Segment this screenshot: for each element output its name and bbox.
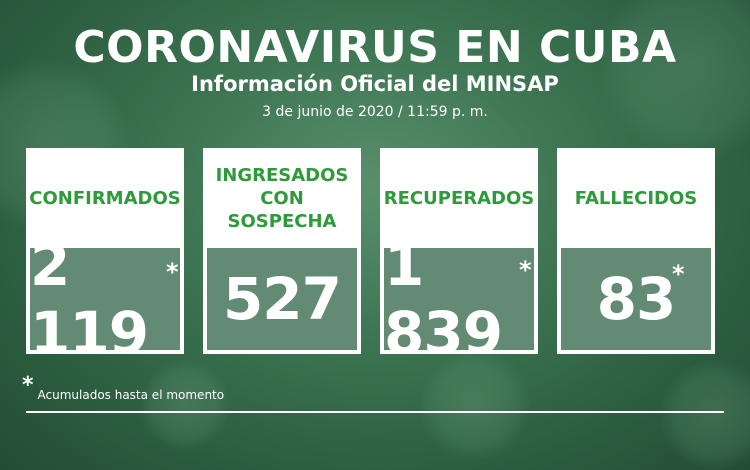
asterisk-marker: * (22, 373, 34, 398)
asterisk-marker: * (672, 260, 685, 288)
card-label-line: INGRESADOS (215, 164, 349, 186)
card-label: CONFIRMADOS (26, 148, 184, 248)
card-value-box: 83 (561, 248, 711, 350)
card-value-box: 527 (207, 248, 357, 350)
card-label: FALLECIDOS (557, 148, 715, 248)
card-confirmados: CONFIRMADOS 2 119 * (26, 148, 184, 367)
card-recuperados: RECUPERADOS 1 839 * (380, 148, 538, 367)
card-fallecidos: FALLECIDOS 83 * (557, 148, 715, 354)
virus-illustration (660, 360, 750, 470)
card-ingresados: INGRESADOS CON SOSPECHA 527 (203, 148, 361, 354)
card-label: RECUPERADOS (380, 148, 538, 248)
card-value: 1 839 (384, 231, 503, 367)
virus-illustration (140, 360, 230, 450)
asterisk-marker: * (166, 258, 179, 286)
report-date: 3 de junio de 2020 / 11:59 p. m. (262, 104, 488, 120)
asterisk-marker: * (519, 256, 532, 284)
card-label-line: CON SOSPECHA (227, 187, 337, 232)
page-title: CORONAVIRUS EN CUBA (73, 22, 677, 73)
page-subtitle: Información Oficial del MINSAP (191, 72, 559, 96)
card-label-line: RECUPERADOS (383, 187, 535, 209)
card-label-line: CONFIRMADOS (29, 187, 181, 209)
card-value-box: 1 839 (384, 231, 534, 367)
footnote-text: Acumulados hasta el momento (37, 388, 225, 402)
card-label: INGRESADOS CON SOSPECHA (203, 148, 361, 248)
footnote: * Acumulados hasta el momento (22, 373, 225, 404)
virus-illustration (420, 350, 530, 460)
card-value-box: 2 119 (30, 231, 180, 367)
divider (26, 411, 724, 413)
card-value: 527 (222, 265, 342, 333)
card-label-line: FALLECIDOS (574, 187, 698, 209)
card-value: 2 119 (30, 231, 149, 367)
card-value: 83 (596, 265, 677, 333)
